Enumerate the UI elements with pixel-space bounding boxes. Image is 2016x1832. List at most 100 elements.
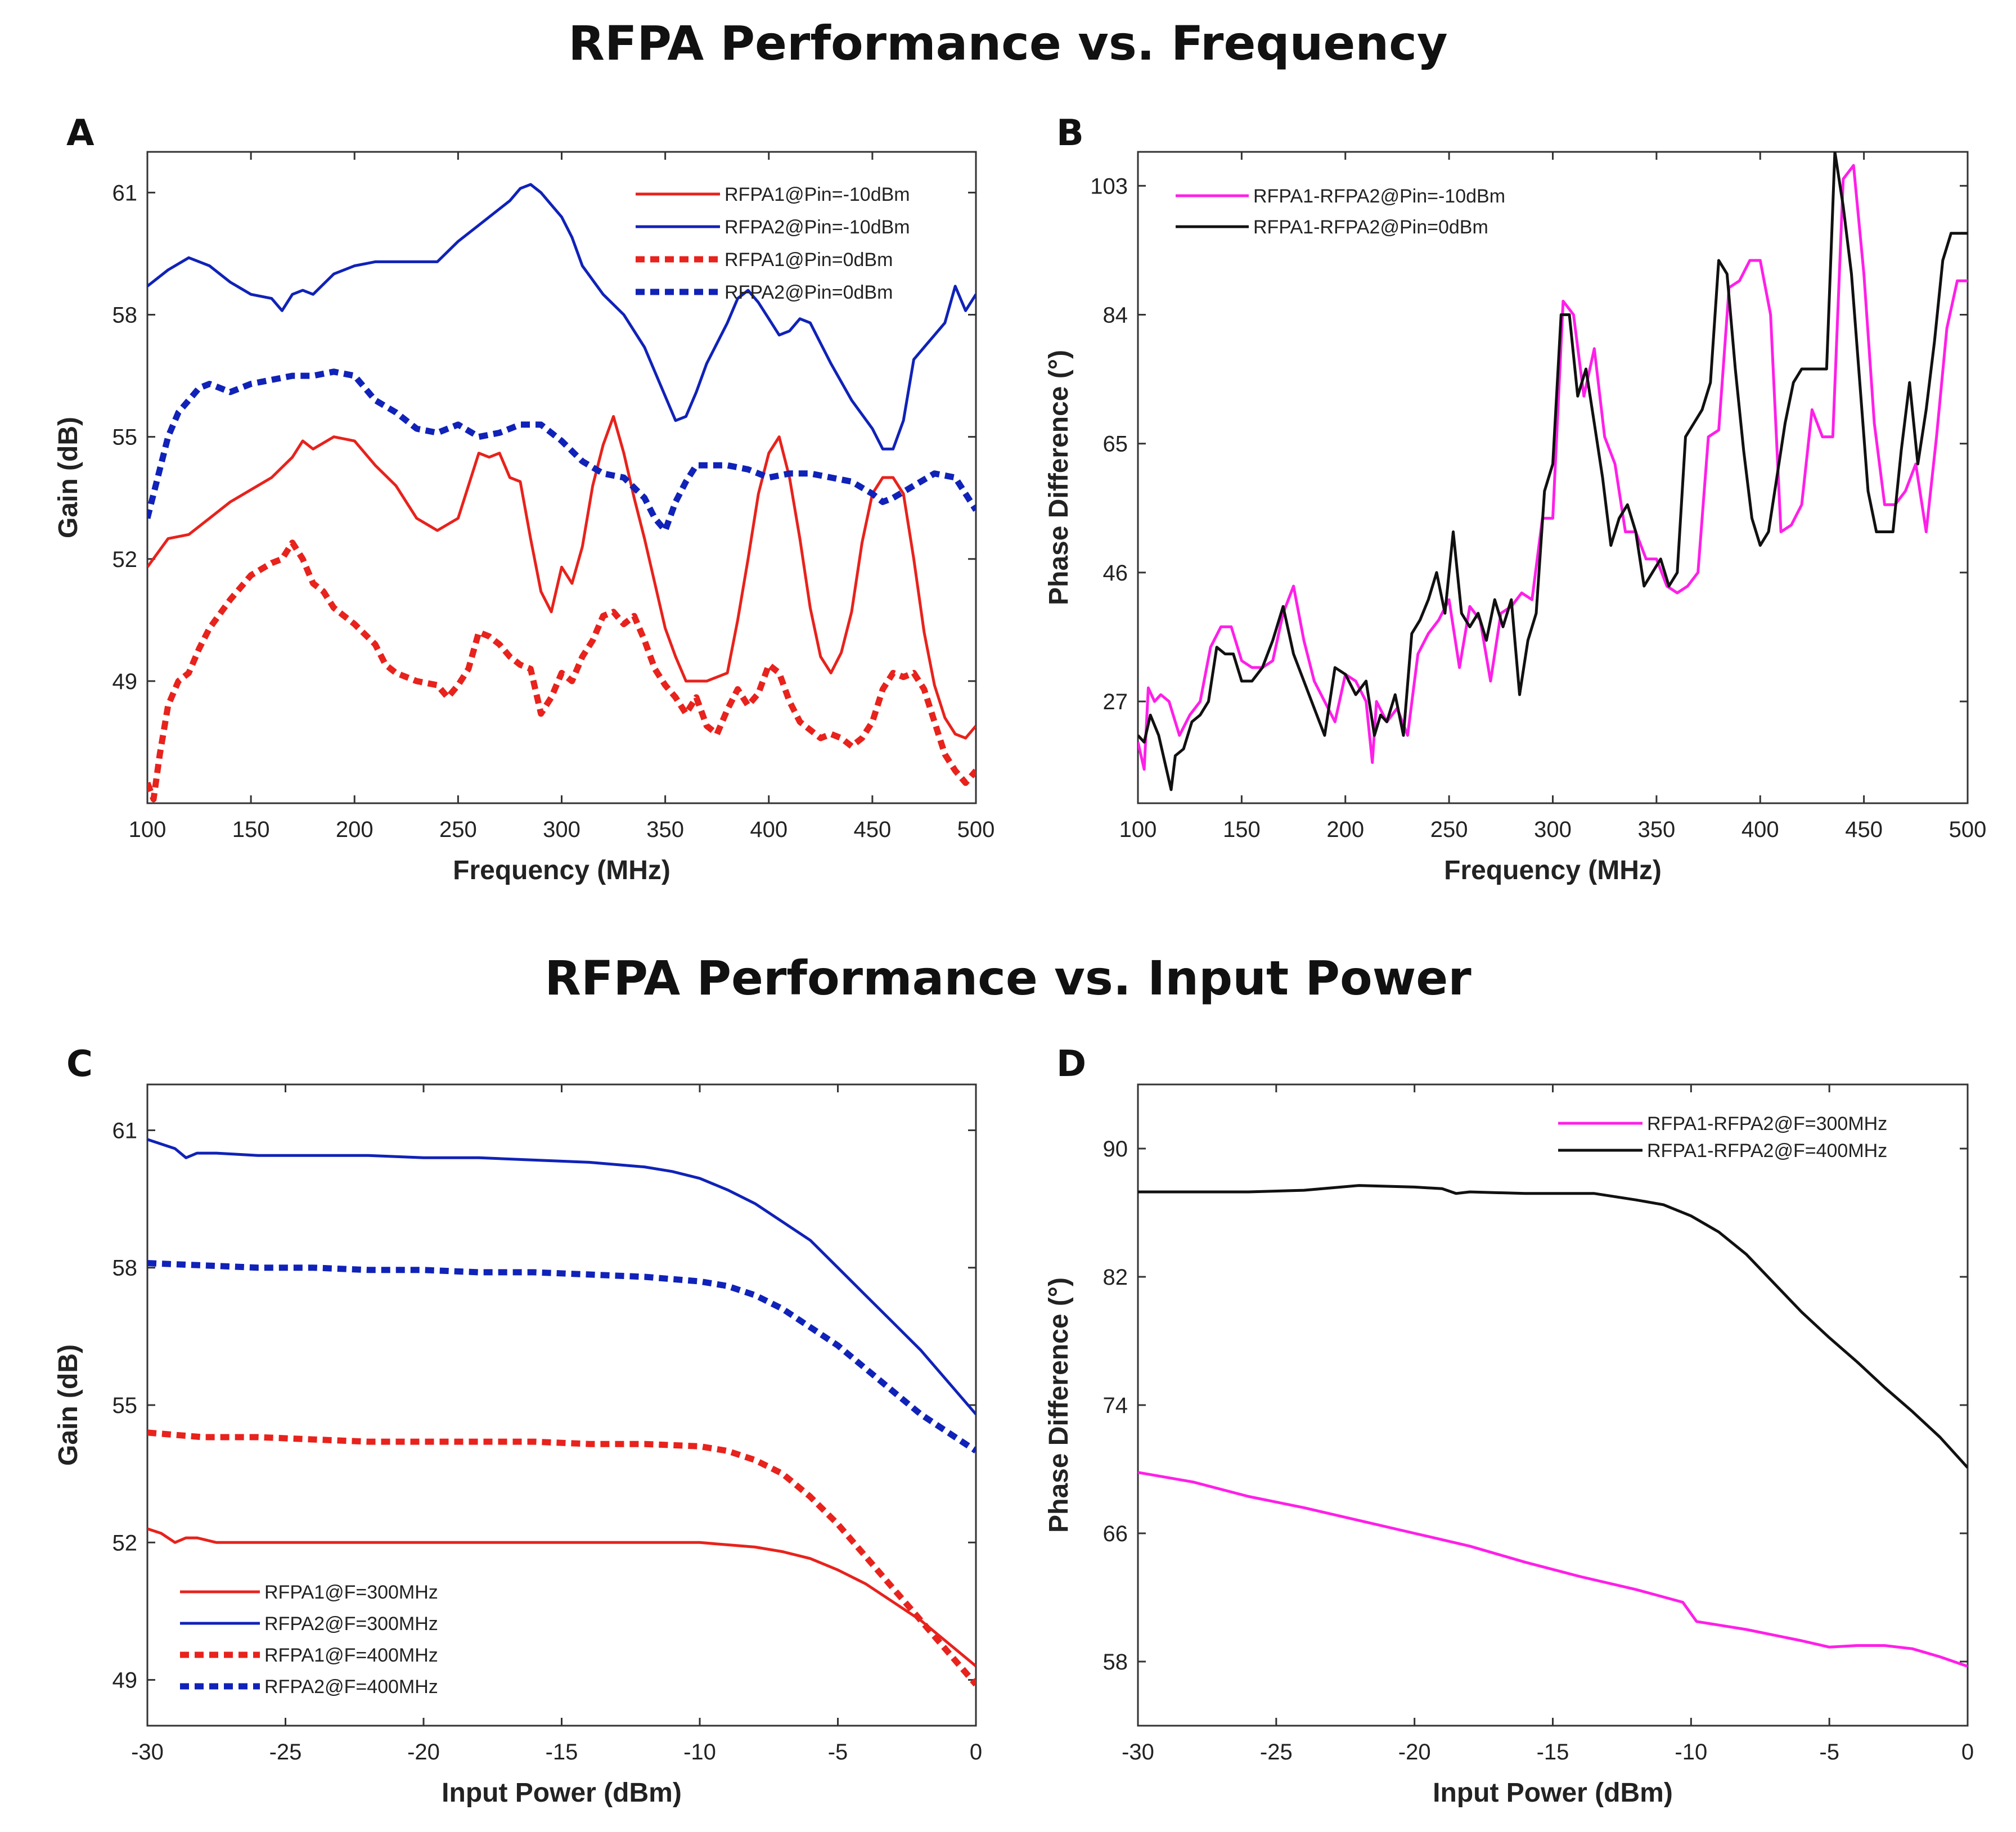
y-tick-label: 66 [1103,1522,1128,1546]
y-tick-label: 52 [112,547,138,572]
series-line-1 [1138,152,1968,791]
y-tick-label: 27 [1103,690,1128,714]
y-tick-label: 52 [112,1531,138,1555]
chart-panel-b: 100 150 200 250 300 350 400 450 500 27 46 65 84 103 Fr… [1044,151,1987,885]
legend-entry-label: RFPA1@F=400MHz [264,1645,438,1666]
x-tick-label: 100 [1119,817,1157,842]
legend: RFPA1-RFPA2@Pin=-10dBm RFPA1-RFPA2@Pin=0d… [1176,186,1505,238]
x-tick-label: -15 [546,1740,578,1765]
legend: RFPA1-RFPA2@F=300MHz RFPA1-RFPA2@F=400MHz [1558,1113,1887,1162]
x-tick-label: -25 [1260,1740,1293,1765]
y-tick-label: 58 [1103,1650,1128,1675]
x-tick-label: 350 [646,817,684,842]
x-tick-label: 250 [439,817,477,842]
x-tick-label: 500 [1949,817,1987,842]
series-line-3 [147,368,976,534]
x-tick-label: 450 [1845,817,1883,842]
x-tick-label: 400 [750,817,788,842]
y-tick-label: 90 [1103,1137,1128,1162]
legend-entry-label: RFPA2@Pin=-10dBm [724,217,910,238]
x-tick-label: -5 [1819,1740,1839,1765]
panel-letter-d: D [1056,1043,1087,1085]
y-axis-label: Gain (dB) [53,1344,83,1466]
y-tick-label: 58 [112,303,138,328]
x-tick-label: 300 [543,817,580,842]
x-tick-label: -10 [683,1740,716,1765]
x-tick-label: 100 [129,817,166,842]
legend: RFPA1@F=300MHz RFPA2@F=300MHz RFPA1@F=400M… [180,1582,438,1698]
x-tick-label: -20 [1398,1740,1431,1765]
y-tick-label: 49 [112,669,138,694]
x-axis-label: Frequency (MHz) [453,856,670,885]
y-tick-label: 55 [112,1393,138,1418]
legend-entry-label: RFPA1@F=300MHz [264,1582,438,1603]
panel-letter-a: A [66,112,94,154]
legend-entry-label: RFPA2@Pin=0dBm [724,282,893,303]
y-tick-label: 49 [112,1668,138,1693]
series-line-3 [147,1260,976,1453]
series-line-1 [147,183,976,451]
legend-entry-label: RFPA1-RFPA2@F=400MHz [1647,1140,1887,1162]
x-tick-label: 0 [1961,1740,1974,1765]
plot-frame [1137,151,1969,804]
x-tick-label: -30 [1122,1740,1154,1765]
panel-letter-b: B [1056,112,1084,154]
x-tick-label: -15 [1537,1740,1569,1765]
y-axis-label: Gain (dB) [53,417,83,538]
legend-entry-label: RFPA1-RFPA2@Pin=0dBm [1253,217,1488,238]
y-tick-label: 61 [112,181,138,205]
x-tick-label: 150 [1223,817,1261,842]
x-tick-label: -5 [828,1740,848,1765]
series-line-0 [147,415,976,740]
chart-panel-a: 100 150 200 250 300 350 400 450 500 49 52 55 58 61 Fre… [53,151,995,885]
series-line-0 [147,1527,976,1668]
chart-panel-d: -30 -25 -20 -15 -10 -5 0 58 66 74 82 90 Input Power … [1044,1083,1974,1808]
y-tick-label: 58 [112,1256,138,1281]
y-tick-label: 55 [112,425,138,450]
series-line-1 [147,1138,976,1415]
y-tick-label: 103 [1090,174,1128,199]
x-tick-label: 500 [957,817,995,842]
legend-entry-label: RFPA1-RFPA2@Pin=-10dBm [1253,186,1505,207]
y-axis-label: Phase Difference (°) [1044,350,1074,605]
y-tick-label: 74 [1103,1393,1128,1418]
series-line-1 [1138,1184,1968,1469]
y-tick-label: 65 [1103,432,1128,457]
plot-frame [1137,1083,1969,1727]
y-tick-label: 84 [1103,303,1128,328]
section-title-input-power: RFPA Performance vs. Input Power [544,951,1472,1006]
x-axis-label: Input Power (dBm) [1433,1778,1673,1808]
x-tick-label: 200 [1326,817,1364,842]
x-tick-label: -20 [407,1740,440,1765]
x-tick-label: 150 [232,817,270,842]
x-tick-label: 200 [336,817,374,842]
section-title-frequency: RFPA Performance vs. Frequency [568,16,1448,71]
x-tick-label: 350 [1638,817,1676,842]
x-axis-label: Input Power (dBm) [442,1778,682,1808]
series-line-2 [147,539,976,803]
legend-entry-label: RFPA2@F=400MHz [264,1676,438,1698]
chart-panel-c: -30 -25 -20 -15 -10 -5 0 49 52 55 58 61 Input Power … [53,1083,982,1808]
legend-entry-label: RFPA1-RFPA2@F=300MHz [1647,1113,1887,1135]
x-tick-label: -10 [1675,1740,1707,1765]
x-tick-label: 0 [970,1740,982,1765]
legend: RFPA1@Pin=-10dBm RFPA2@Pin=-10dBm RFPA1@Pi… [636,184,910,303]
x-tick-label: 450 [854,817,892,842]
legend-entry-label: RFPA1@Pin=0dBm [724,249,893,271]
x-tick-label: 300 [1534,817,1572,842]
legend-entry-label: RFPA1@Pin=-10dBm [724,184,910,205]
y-axis-label: Phase Difference (°) [1044,1277,1074,1533]
x-tick-label: -25 [269,1740,302,1765]
series-line-2 [147,1429,976,1687]
x-tick-label: -30 [131,1740,164,1765]
panel-letter-c: C [66,1043,93,1085]
legend-entry-label: RFPA2@F=300MHz [264,1613,438,1635]
y-tick-label: 61 [112,1118,138,1143]
y-tick-label: 46 [1103,561,1128,586]
x-tick-label: 400 [1742,817,1779,842]
x-tick-label: 250 [1430,817,1468,842]
series-line-0 [1138,1471,1968,1668]
x-axis-label: Frequency (MHz) [1444,856,1662,885]
y-tick-label: 82 [1103,1265,1128,1290]
